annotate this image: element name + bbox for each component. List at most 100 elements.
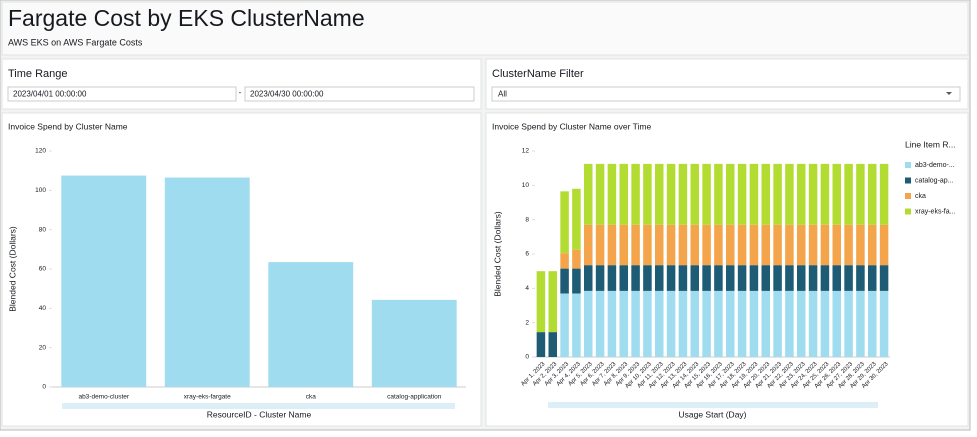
bar-segment [785,265,794,291]
scrollbar[interactable] [548,402,878,408]
title: Fargate Cost by EKS ClusterName [8,5,365,31]
bar-segment [678,290,688,357]
bar-segment [583,163,593,225]
bar-segment [879,265,889,291]
legend-label: xray-eks-fa... [915,208,956,215]
bar-segment [832,290,842,357]
bar-segment [714,224,723,266]
bar-segment [631,265,640,291]
bar-segment [560,293,569,357]
bar-segment [631,224,640,266]
legend-label: cka [915,193,926,200]
bar-segment [761,224,771,266]
x-axis-title: ResourceID - Cluster Name [207,409,312,419]
y-tick-label: 0 [525,354,529,361]
scrollbar[interactable] [62,403,455,409]
legend-swatch [905,208,911,215]
dropdown[interactable] [491,86,961,102]
bar-segment [796,290,806,357]
bar-segment [678,265,688,291]
bar-segment [607,265,617,291]
x-tick-label: xray-eks-fargate [184,394,231,401]
bar-segment [619,290,629,357]
bar-segment [536,332,546,357]
bar-segment [867,224,877,266]
bar-segment [560,268,569,294]
bar-segment [761,163,771,225]
control-label: Time Range [8,68,68,80]
bar-segment [690,224,700,266]
legend-swatch [905,177,911,184]
bar-segment [737,265,747,291]
bar-segment [832,265,842,291]
bar-segment [749,265,759,291]
bar-segment [643,163,652,225]
bar-segment [820,290,830,357]
bar-segment [796,224,806,266]
y-tick-label: 80 [39,226,47,233]
bar-segment [867,265,877,291]
bar-segment [749,290,759,357]
legend-label: catalog-ap... [915,177,954,184]
bar-segment [643,224,652,266]
bar-segment [749,163,759,225]
date-input[interactable] [7,86,237,102]
y-axis-title: Blended Cost (Dollars) [7,226,17,312]
bar-segment [773,163,782,225]
dropdown-arrow [946,92,952,95]
bar-segment [690,290,700,357]
bar-segment [702,163,711,225]
bar-segment [643,265,652,291]
bar-segment [785,163,794,225]
bar-segment [607,163,617,225]
bar-segment [808,290,818,357]
bar-segment [725,265,735,291]
date-input[interactable] [244,86,475,102]
bar-segment [690,265,700,291]
bar-segment [879,163,889,225]
bar [371,299,457,387]
chart-title: Invoice Spend by Cluster Name over Time [492,121,651,131]
bar-segment [867,163,877,225]
bar-segment [785,290,794,357]
bar-segment [773,290,782,357]
bar-segment [560,191,569,254]
bar-segment [820,265,830,291]
header-panel [1,1,969,56]
bar-segment [737,290,747,357]
bar-segment [761,265,771,291]
bar-segment [808,265,818,291]
bar-segment [796,163,806,225]
bar-segment [749,224,759,266]
bar-segment [796,265,806,291]
bar-segment [714,265,723,291]
bar-segment [583,265,593,291]
y-tick-label: 6 [525,251,529,258]
bar-segment [595,265,605,291]
y-tick-label: 60 [39,266,47,273]
y-tick-label: 0 [42,384,46,391]
bar-segment [572,188,581,250]
bar-segment [572,249,581,269]
y-tick-label: 10 [522,182,530,189]
y-tick-label: 100 [35,187,46,194]
bar-segment [785,224,794,266]
y-tick-label: 4 [525,285,529,292]
bar-segment [654,163,664,225]
bar-segment [856,224,865,266]
bar-segment [714,290,723,357]
y-tick-label: 2 [525,319,529,326]
bar-segment [725,224,735,266]
bar-segment [844,265,853,291]
bar-segment [808,224,818,266]
y-tick-label: 40 [39,305,47,312]
bar-segment [631,290,640,357]
control-label: ClusterName Filter [492,68,584,80]
dropdown-value: All [498,90,507,99]
bar-segment [702,290,711,357]
bar-segment [820,224,830,266]
bar-segment [844,224,853,266]
bar-segment [832,224,842,266]
y-tick-label: 8 [525,216,529,223]
legend-swatch [905,162,911,168]
